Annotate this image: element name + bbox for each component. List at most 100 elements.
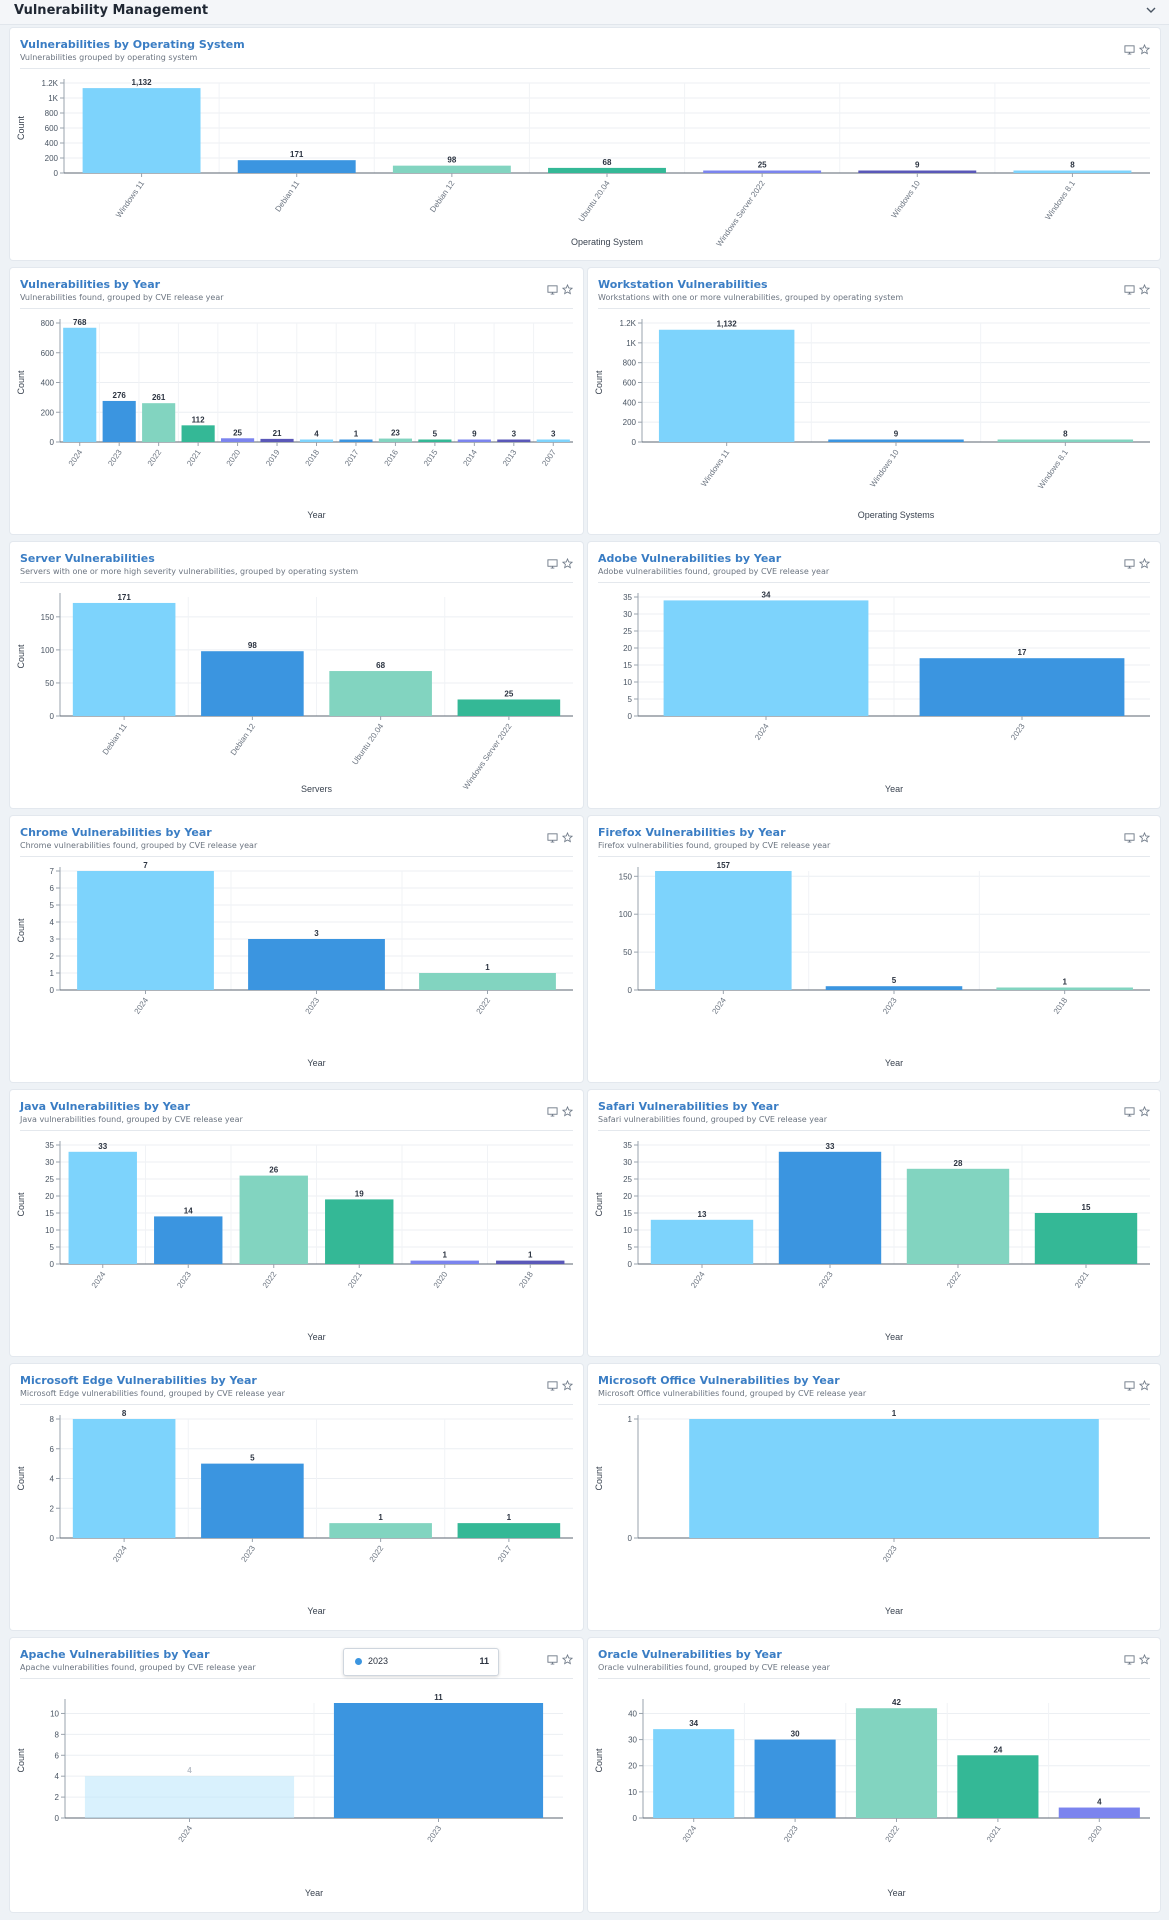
bar[interactable]: [77, 871, 214, 990]
star-icon[interactable]: [1138, 556, 1151, 569]
panel-title[interactable]: Oracle Vulnerabilities by Year: [598, 1648, 782, 1661]
star-icon[interactable]: [1138, 42, 1151, 55]
bar[interactable]: [919, 658, 1125, 716]
bar[interactable]: [392, 165, 511, 173]
monitor-icon[interactable]: [1124, 556, 1135, 569]
star-icon[interactable]: [1138, 830, 1151, 843]
bar[interactable]: [201, 1463, 304, 1538]
bar[interactable]: [181, 425, 215, 442]
bar[interactable]: [1058, 1807, 1140, 1818]
bar[interactable]: [418, 439, 452, 443]
bar[interactable]: [703, 170, 822, 174]
bar[interactable]: [658, 329, 795, 442]
bar[interactable]: [496, 1260, 565, 1264]
bar[interactable]: [68, 1151, 137, 1264]
y-tick-label: 35: [623, 593, 632, 602]
bar[interactable]: [663, 600, 869, 716]
monitor-icon[interactable]: [1124, 1652, 1135, 1665]
bar[interactable]: [828, 439, 964, 443]
bar[interactable]: [378, 438, 412, 442]
bar[interactable]: [996, 987, 1133, 991]
bar[interactable]: [72, 1419, 176, 1538]
bar[interactable]: [457, 439, 491, 443]
chevron-down-icon[interactable]: [1143, 2, 1159, 18]
bar[interactable]: [536, 439, 570, 443]
star-icon[interactable]: [1138, 1104, 1151, 1117]
bar[interactable]: [825, 986, 963, 990]
bar[interactable]: [72, 602, 176, 716]
star-icon[interactable]: [1138, 1652, 1151, 1665]
bar[interactable]: [84, 1776, 295, 1818]
bar[interactable]: [419, 973, 556, 990]
panel-title[interactable]: Safari Vulnerabilities by Year: [598, 1100, 779, 1113]
panel-title[interactable]: Apache Vulnerabilities by Year: [20, 1648, 210, 1661]
monitor-icon[interactable]: [547, 282, 558, 295]
star-icon[interactable]: [561, 1652, 574, 1665]
bar[interactable]: [957, 1755, 1039, 1818]
bar[interactable]: [1034, 1213, 1138, 1264]
bar[interactable]: [102, 400, 136, 442]
bar[interactable]: [855, 1708, 938, 1818]
bar[interactable]: [239, 1175, 308, 1264]
panel-title[interactable]: Firefox Vulnerabilities by Year: [598, 826, 786, 839]
bar[interactable]: [778, 1151, 882, 1264]
star-icon[interactable]: [1138, 282, 1151, 295]
bar[interactable]: [63, 327, 97, 442]
bar[interactable]: [237, 160, 356, 173]
bar[interactable]: [457, 1523, 561, 1538]
bar[interactable]: [221, 438, 255, 442]
bar[interactable]: [410, 1260, 479, 1264]
bar[interactable]: [858, 170, 977, 174]
bar[interactable]: [655, 871, 792, 990]
bar[interactable]: [650, 1219, 754, 1264]
monitor-icon[interactable]: [1124, 282, 1135, 295]
panel-title[interactable]: Chrome Vulnerabilities by Year: [20, 826, 212, 839]
star-icon[interactable]: [561, 1104, 574, 1117]
panel-title[interactable]: Microsoft Edge Vulnerabilities by Year: [20, 1374, 257, 1387]
panel-title[interactable]: Server Vulnerabilities: [20, 552, 155, 565]
y-tick-label: 0: [628, 712, 633, 721]
y-tick-label: 35: [623, 1141, 632, 1150]
monitor-icon[interactable]: [547, 556, 558, 569]
panel-title[interactable]: Microsoft Office Vulnerabilities by Year: [598, 1374, 840, 1387]
star-icon[interactable]: [561, 830, 574, 843]
bar[interactable]: [201, 651, 304, 716]
panel-title[interactable]: Adobe Vulnerabilities by Year: [598, 552, 782, 565]
monitor-icon[interactable]: [1124, 830, 1135, 843]
bar[interactable]: [457, 699, 561, 716]
bar[interactable]: [329, 671, 432, 716]
bar[interactable]: [689, 1419, 1099, 1538]
panel-title[interactable]: Vulnerabilities by Year: [20, 278, 161, 291]
bar[interactable]: [754, 1739, 836, 1818]
bar[interactable]: [333, 1703, 544, 1818]
star-icon[interactable]: [561, 556, 574, 569]
star-icon[interactable]: [561, 1378, 574, 1391]
bar[interactable]: [1013, 170, 1132, 174]
panel-title[interactable]: Java Vulnerabilities by Year: [20, 1100, 190, 1113]
panel-title[interactable]: Vulnerabilities by Operating System: [20, 38, 245, 51]
bar[interactable]: [299, 439, 334, 443]
bar[interactable]: [325, 1199, 394, 1264]
star-icon[interactable]: [1138, 1378, 1151, 1391]
bar[interactable]: [260, 438, 294, 442]
bar[interactable]: [548, 167, 666, 173]
monitor-icon[interactable]: [1124, 42, 1135, 55]
panel-title[interactable]: Workstation Vulnerabilities: [598, 278, 768, 291]
star-icon[interactable]: [561, 282, 574, 295]
monitor-icon[interactable]: [547, 1104, 558, 1117]
bar[interactable]: [906, 1168, 1010, 1264]
monitor-icon[interactable]: [547, 1652, 558, 1665]
bar[interactable]: [497, 439, 531, 443]
bar[interactable]: [329, 1523, 432, 1538]
bar[interactable]: [997, 439, 1134, 443]
monitor-icon[interactable]: [547, 830, 558, 843]
bar[interactable]: [339, 439, 373, 443]
bar[interactable]: [142, 403, 176, 442]
monitor-icon[interactable]: [547, 1378, 558, 1391]
bar[interactable]: [82, 88, 201, 173]
bar[interactable]: [154, 1216, 223, 1264]
monitor-icon[interactable]: [1124, 1378, 1135, 1391]
monitor-icon[interactable]: [1124, 1104, 1135, 1117]
bar[interactable]: [248, 939, 385, 990]
bar[interactable]: [653, 1729, 735, 1818]
